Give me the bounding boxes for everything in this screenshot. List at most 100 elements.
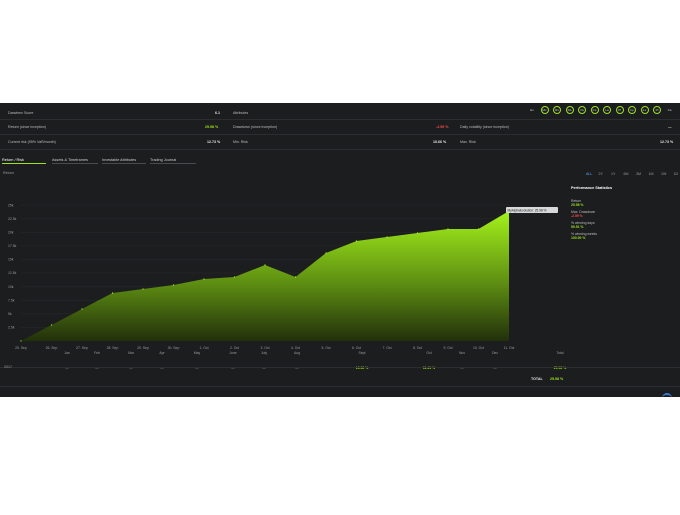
timeframe-1m[interactable]: 1M [648, 172, 654, 176]
chart-section-label: Return [3, 171, 14, 175]
month-return-cell: 11.41 % [422, 366, 436, 370]
drawdown-value: -2.59 % [436, 125, 449, 129]
timeframe-3m[interactable]: 3M [636, 172, 641, 176]
perf-winning-weeks-value: 100.00 % [571, 236, 586, 240]
data-point[interactable] [20, 340, 22, 342]
data-point[interactable] [355, 240, 358, 242]
attribute-badge-pf[interactable]: Pf [653, 106, 661, 114]
divider [0, 149, 680, 150]
attribute-badge-pf[interactable]: Pf [615, 106, 624, 114]
current-risk-value: 12.73 % [207, 140, 221, 144]
data-point[interactable] [325, 252, 327, 254]
return-label: Return (since inception) [8, 125, 46, 129]
min-risk-value: 10.66 % [433, 140, 447, 144]
attribute-badge-rs[interactable]: Rs [553, 106, 561, 114]
x-tick-label: 4. Oct [291, 346, 300, 350]
darwin-dashboard: Darwinex Score 6.1 Attributes Ex Mc Rs Ra Os… [0, 103, 680, 397]
timeframe-1d[interactable]: 1D [673, 172, 679, 176]
x-tick-label: 1. Oct [199, 346, 208, 350]
month-return-cell: — [493, 366, 497, 370]
timeframe-1w[interactable]: 1W [661, 172, 667, 176]
month-return-cell: — [65, 366, 69, 370]
data-point[interactable] [264, 264, 266, 266]
x-tick-label: 26. Sep [46, 346, 58, 350]
return-value: 25.98 % [205, 125, 219, 129]
attribute-badge-ls[interactable]: Ls [640, 106, 649, 114]
data-point[interactable] [386, 236, 388, 238]
x-tick-label: 5. Oct [321, 346, 330, 350]
loading-arc-icon [662, 393, 672, 397]
perf-drawdown-value: -2.59 % [571, 214, 583, 218]
x-tick-label: 27. Sep [76, 346, 88, 350]
current-risk-label: Current risk (95% VaR/month) [8, 140, 56, 144]
data-point[interactable] [416, 232, 419, 234]
month-header: Total [556, 351, 564, 355]
x-tick-label: 2. Oct [230, 346, 239, 350]
month-header: Dec [491, 351, 499, 355]
data-point[interactable] [50, 324, 53, 326]
chart-tooltip [506, 207, 558, 213]
data-point[interactable] [477, 228, 480, 230]
attribute-badge-ex[interactable]: Ex [530, 108, 534, 112]
timeframe-all[interactable]: ALL [586, 172, 593, 176]
x-tick-label: 10. Oct [473, 346, 484, 350]
month-return-cell: — [95, 366, 99, 370]
max-risk-label: Max. Risk [460, 140, 476, 144]
attribute-badge-ca[interactable]: Ca [667, 108, 672, 112]
timeframe-6m[interactable]: 6M [623, 172, 629, 176]
attribute-badge-cp[interactable]: Cp [628, 106, 636, 114]
data-point[interactable] [203, 278, 205, 280]
y-tick-label: 2.5k [8, 326, 15, 330]
daily-volatility-label: Daily volatility (since inception) [460, 125, 509, 129]
perf-return-label: Return [571, 199, 582, 203]
data-point[interactable] [81, 308, 83, 310]
attribute-badge-la[interactable]: La [603, 106, 611, 114]
total-value: 25.98 % [550, 377, 564, 381]
data-point[interactable] [111, 292, 114, 294]
return-area-series[interactable] [21, 211, 509, 341]
month-return-cell: — [160, 366, 164, 370]
month-return-cell: — [262, 366, 266, 370]
max-risk-value: 12.73 % [660, 140, 674, 144]
perf-winning-weeks-label: % winning weeks [571, 232, 598, 236]
attribute-badge-cs[interactable]: Cs [590, 106, 599, 114]
month-header: May [193, 351, 201, 355]
perf-drawdown-label: Max. Drawdown [571, 210, 596, 214]
tab-assets-timeframes[interactable]: Assets & Timeframes [52, 158, 98, 164]
month-header: Jan [64, 351, 70, 355]
attribute-badge-os[interactable]: Os [578, 106, 586, 114]
darwinex-score-value: 6.1 [215, 111, 220, 115]
month-return-cell: 13.08 % [355, 366, 369, 370]
month-return-cell: — [195, 366, 199, 370]
month-return-cell: 25.98 % [553, 366, 567, 370]
tab-return-risk[interactable]: Return / Risk [2, 158, 46, 164]
x-tick-label: 11. Oct [504, 346, 515, 350]
tab-trading-journal[interactable]: Trading Journal [150, 158, 196, 164]
min-risk-label: Min. Risk [233, 140, 248, 144]
attribute-badge-ra[interactable]: Ra [565, 106, 574, 114]
daily-volatility-value: — [668, 125, 672, 129]
stats-row-1: Darwinex Score 6.1 Attributes [0, 107, 680, 119]
data-point[interactable] [172, 284, 175, 286]
y-tick-label: 25k [8, 203, 14, 207]
return-chart: 2.5k 5k 7.5k 10k 12.5k 15k 17.5k 20k 22.5k 25k 25.… [8, 203, 558, 350]
y-tick-label: 17.5k [8, 244, 17, 248]
perf-return-value: 25.98 % [571, 203, 584, 207]
timeframe-2y[interactable]: 2Y [598, 172, 603, 176]
month-return-cell: — [231, 366, 235, 370]
darwinex-score-label: Darwinex Score [8, 111, 34, 115]
data-point[interactable] [142, 288, 144, 290]
y-tick-label: 15k [8, 258, 14, 262]
x-tick-label: 8. Oct [413, 346, 422, 350]
drawdown-label: Drawdown (since inception) [233, 125, 278, 129]
y-tick-label: 12.5k [8, 271, 17, 275]
data-point[interactable] [447, 228, 449, 230]
attribute-badge-mc[interactable]: Mc [540, 106, 549, 114]
month-header: Oct [426, 351, 432, 355]
data-point[interactable] [233, 276, 236, 278]
tab-investable-attributes[interactable]: Investable Attributes [102, 158, 146, 164]
attributes-label: Attributes [233, 111, 249, 115]
x-tick-label: 6. Oct [352, 346, 361, 350]
timeframe-1y[interactable]: 1Y [611, 172, 616, 176]
data-point[interactable] [294, 276, 297, 278]
